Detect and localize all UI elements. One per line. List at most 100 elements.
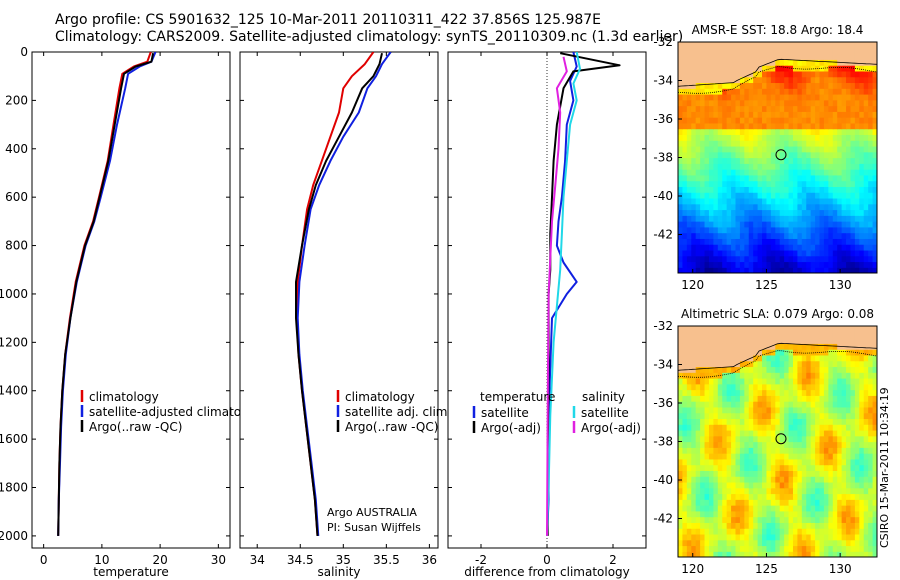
map-cell (682, 215, 688, 222)
map-cell (744, 505, 750, 512)
map-cell (695, 140, 701, 147)
map-cell (801, 157, 807, 164)
map-cell (766, 533, 772, 541)
map-cell (704, 221, 710, 228)
map-cell (708, 221, 714, 228)
map-cell (682, 122, 688, 130)
map-cell (779, 395, 785, 402)
map-cell (695, 481, 701, 489)
map-cell (837, 470, 843, 477)
y-tick-label: -40 (653, 473, 673, 487)
map-cell (846, 481, 852, 489)
map-cell (819, 221, 825, 228)
map-cell (722, 249, 728, 257)
map-cell (753, 493, 759, 500)
map-cell (731, 169, 737, 176)
map-cell (722, 244, 728, 251)
map-cell (846, 349, 852, 356)
map-cell (823, 505, 829, 512)
legend-label: Argo(..raw -QC) (345, 420, 438, 434)
map-cell (704, 354, 710, 362)
map-cell (762, 545, 768, 552)
map-cell (792, 169, 798, 176)
map-cell (704, 349, 710, 356)
map-cell (846, 418, 852, 425)
map-cell (819, 424, 825, 431)
map-cell (770, 435, 776, 443)
map-cell (784, 476, 790, 483)
map-cell (806, 42, 812, 49)
map-cell (801, 470, 807, 477)
map-cell (806, 505, 812, 512)
map-cell (757, 551, 763, 557)
map-cell (850, 238, 856, 245)
map-cell (819, 203, 825, 211)
x-tick-label: 36 (422, 553, 437, 567)
map-cell (801, 528, 807, 535)
series-group (57, 52, 157, 536)
map-cell (766, 221, 772, 228)
map-cell (806, 209, 812, 216)
map-cell (695, 226, 701, 234)
map-cell (859, 354, 865, 362)
map-cell (868, 510, 874, 518)
map-cell (779, 412, 785, 420)
map-cell (739, 516, 745, 523)
map-cell (806, 429, 812, 437)
map-cell (682, 53, 688, 60)
map-cell (832, 372, 838, 379)
map-cell (766, 476, 772, 483)
map-cell (841, 244, 847, 251)
map-cell (841, 163, 847, 170)
map-cell (819, 151, 825, 159)
map-cell (837, 145, 843, 153)
map-cell (819, 215, 825, 222)
map-cell (779, 163, 785, 170)
map-cell (819, 111, 825, 118)
map-cell (819, 493, 825, 500)
map-cell (739, 372, 745, 379)
map-cell (850, 510, 856, 518)
map-cell (859, 203, 865, 211)
map-cell (744, 197, 750, 205)
map-cell (775, 203, 781, 211)
map-cell (748, 122, 754, 130)
map-cell (704, 493, 710, 500)
map-cell (753, 354, 759, 362)
map-cell (792, 99, 798, 107)
map-cell (691, 326, 697, 333)
map-cell (872, 82, 877, 89)
map-cell (686, 197, 692, 205)
map-cell (735, 528, 741, 535)
map-cell (691, 169, 697, 176)
map-cell (810, 539, 816, 547)
map-cell (753, 215, 759, 222)
map-cell (757, 406, 763, 414)
map-cell (850, 545, 856, 552)
map-cell (801, 343, 807, 350)
map-cell (744, 111, 750, 118)
map-cell (735, 499, 741, 506)
map-cell (792, 267, 798, 273)
map-cell (678, 59, 684, 66)
map-cell (801, 226, 807, 234)
map-cell (731, 249, 737, 257)
map-cell (806, 82, 812, 89)
map-cell (708, 99, 714, 107)
map-cell (837, 134, 843, 141)
map-cell (744, 99, 750, 107)
map-cell (739, 337, 745, 344)
map-cell (744, 331, 750, 339)
map-cell (757, 105, 763, 112)
map-cell (815, 383, 821, 391)
map-cell (806, 59, 812, 66)
map-cell (713, 441, 719, 448)
map-cell (841, 377, 847, 385)
map-cell (828, 326, 834, 333)
map-cell (678, 406, 684, 414)
map-cell (801, 140, 807, 147)
map-cell (854, 255, 860, 263)
map-cell (739, 464, 745, 471)
map-cell (762, 140, 768, 147)
map-cell (801, 174, 807, 182)
